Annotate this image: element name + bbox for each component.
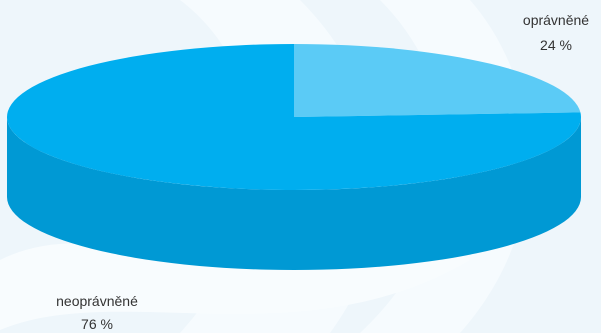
pie-slice-neopravnene <box>6 44 582 190</box>
value-label-opravnene: 24 % <box>540 37 572 53</box>
pie-slice-opravnene <box>294 44 581 117</box>
pie-side-wall <box>7 117 581 270</box>
label-opravnene: oprávněné <box>523 12 589 28</box>
value-label-neopravnene: 76 % <box>81 316 113 332</box>
label-neopravnene: neoprávněné <box>56 293 138 309</box>
pie-layer <box>6 44 582 270</box>
